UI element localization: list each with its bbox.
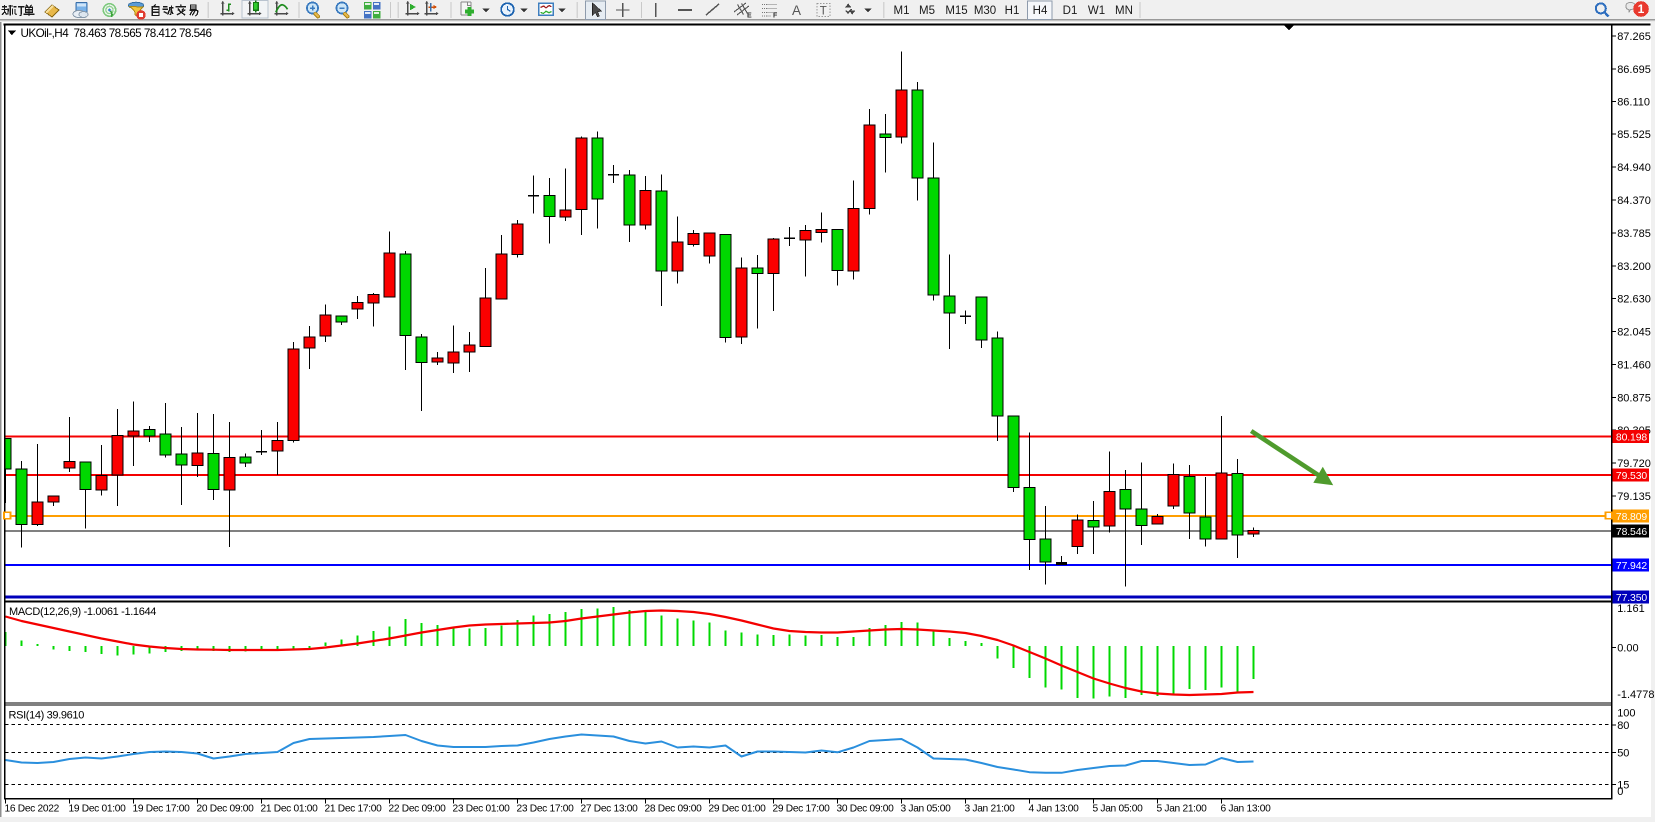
svg-text:0.00: 0.00 <box>1617 643 1638 655</box>
svg-text:3 Jan 21:00: 3 Jan 21:00 <box>965 804 1016 815</box>
svg-text:15: 15 <box>1617 780 1629 792</box>
svg-text:23 Dec 17:00: 23 Dec 17:00 <box>517 804 575 815</box>
svg-text:RSI(14) 39.9610: RSI(14) 39.9610 <box>9 710 85 722</box>
svg-text:79.720: 79.720 <box>1617 458 1651 470</box>
svg-text:M30: M30 <box>974 5 996 17</box>
svg-text:19 Dec 17:00: 19 Dec 17:00 <box>133 804 191 815</box>
svg-text:100: 100 <box>1617 708 1635 720</box>
svg-text:MN: MN <box>1115 5 1133 17</box>
svg-text:A: A <box>792 3 801 18</box>
svg-text:29 Dec 17:00: 29 Dec 17:00 <box>773 804 831 815</box>
svg-text:85.525: 85.525 <box>1617 129 1651 141</box>
svg-text:28 Dec 09:00: 28 Dec 09:00 <box>645 804 703 815</box>
svg-text:79.135: 79.135 <box>1617 491 1651 503</box>
svg-text:81.460: 81.460 <box>1617 360 1651 372</box>
svg-text:80: 80 <box>1617 720 1629 732</box>
svg-text:21 Dec 17:00: 21 Dec 17:00 <box>325 804 383 815</box>
svg-text:16 Dec 2022: 16 Dec 2022 <box>5 804 60 815</box>
svg-text:19 Dec 01:00: 19 Dec 01:00 <box>69 804 127 815</box>
svg-text:5 Jan 21:00: 5 Jan 21:00 <box>1157 804 1208 815</box>
svg-text:F: F <box>773 13 778 20</box>
svg-text:23 Dec 01:00: 23 Dec 01:00 <box>453 804 511 815</box>
svg-text:82.045: 82.045 <box>1617 327 1651 339</box>
svg-text:M5: M5 <box>919 5 935 17</box>
svg-text:83.785: 83.785 <box>1617 228 1651 240</box>
svg-text:1: 1 <box>1638 2 1645 16</box>
svg-text:77.350: 77.350 <box>1616 593 1648 604</box>
svg-text:1.161: 1.161 <box>1617 603 1645 615</box>
svg-text:UKOil-,H4 78.463 78.565 78.41: UKOil-,H4 78.463 78.565 78.412 78.546 <box>21 27 212 40</box>
svg-text:20 Dec 09:00: 20 Dec 09:00 <box>197 804 255 815</box>
svg-text:4 Jan 13:00: 4 Jan 13:00 <box>1029 804 1080 815</box>
svg-text:3 Jan 05:00: 3 Jan 05:00 <box>901 804 952 815</box>
svg-text:80.198: 80.198 <box>1616 433 1648 444</box>
svg-text:E: E <box>747 13 752 20</box>
svg-text:80.875: 80.875 <box>1617 393 1651 405</box>
svg-text:M15: M15 <box>945 5 967 17</box>
svg-text:H4: H4 <box>1033 5 1048 17</box>
svg-text:-1.4778: -1.4778 <box>1617 689 1654 701</box>
svg-text:W1: W1 <box>1088 5 1105 17</box>
svg-text:H1: H1 <box>1005 5 1020 17</box>
svg-text:82.630: 82.630 <box>1617 294 1651 306</box>
svg-text:86.110: 86.110 <box>1617 97 1650 109</box>
svg-text:D1: D1 <box>1063 5 1078 17</box>
svg-text:6 Jan 13:00: 6 Jan 13:00 <box>1221 804 1272 815</box>
svg-text:21 Dec 01:00: 21 Dec 01:00 <box>261 804 319 815</box>
svg-text:22 Dec 09:00: 22 Dec 09:00 <box>389 804 447 815</box>
svg-text:78.546: 78.546 <box>1616 527 1648 538</box>
svg-text:83.200: 83.200 <box>1617 261 1651 273</box>
svg-text:0: 0 <box>1617 786 1623 798</box>
svg-text:84.370: 84.370 <box>1617 195 1651 207</box>
svg-text:77.942: 77.942 <box>1616 561 1648 572</box>
svg-text:29 Dec 01:00: 29 Dec 01:00 <box>709 804 767 815</box>
svg-text:MACD(12,26,9) -1.0061 -1.1644: MACD(12,26,9) -1.0061 -1.1644 <box>9 606 156 618</box>
svg-text:50: 50 <box>1617 748 1629 760</box>
svg-text:86.695: 86.695 <box>1617 64 1651 76</box>
svg-text:M1: M1 <box>894 5 910 17</box>
svg-text:87.265: 87.265 <box>1617 31 1651 43</box>
svg-text:30 Dec 09:00: 30 Dec 09:00 <box>837 804 895 815</box>
svg-text:84.940: 84.940 <box>1617 162 1651 174</box>
svg-text:5 Jan 05:00: 5 Jan 05:00 <box>1093 804 1144 815</box>
svg-text:27 Dec 13:00: 27 Dec 13:00 <box>581 804 639 815</box>
svg-text:79.530: 79.530 <box>1616 471 1648 482</box>
svg-text:78.809: 78.809 <box>1616 512 1648 523</box>
svg-text:T: T <box>820 6 827 18</box>
